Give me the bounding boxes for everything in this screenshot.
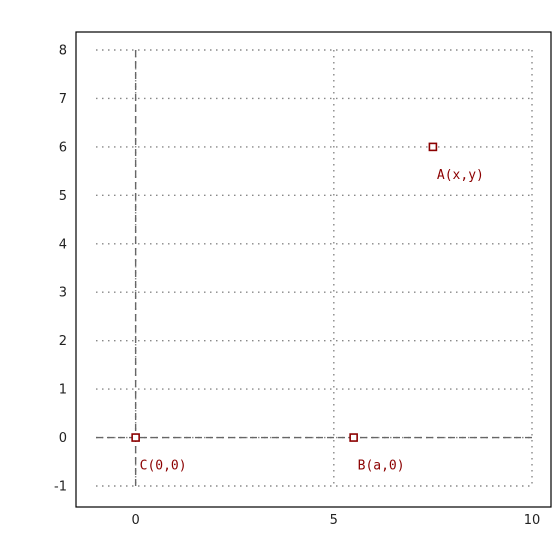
data-point-label: A(x,y) (437, 168, 484, 183)
y-tick-label: 7 (59, 92, 67, 107)
tick-labels: -1 0 1 2 3 4 5 6 7 8 0 5 10 (54, 44, 540, 529)
plot-frame (75, 31, 552, 508)
y-tick-label: 0 (59, 431, 67, 446)
y-tick-label: 8 (59, 44, 67, 59)
data-point-marker (349, 433, 358, 442)
y-tick-label: 4 (59, 237, 67, 252)
y-tick-label: 2 (59, 334, 67, 349)
data-point-label: B(a,0) (358, 459, 405, 474)
x-tick-label: 0 (131, 513, 139, 528)
y-tick-label: -1 (54, 480, 67, 495)
grid-lines (96, 49, 533, 487)
y-tick-label: 3 (59, 286, 67, 301)
y-tick-label: 6 (59, 140, 67, 155)
data-points: A(x,y) B(a,0) C(0,0) (131, 142, 484, 474)
x-tick-label: 5 (330, 513, 338, 528)
x-tick-label: 10 (524, 513, 541, 528)
y-tick-label: 1 (59, 383, 67, 398)
data-point-marker (131, 433, 140, 442)
data-point-marker (428, 142, 438, 152)
data-point-label: C(0,0) (140, 459, 187, 474)
reference-axis-lines (96, 50, 532, 486)
y-tick-label: 5 (59, 189, 67, 204)
